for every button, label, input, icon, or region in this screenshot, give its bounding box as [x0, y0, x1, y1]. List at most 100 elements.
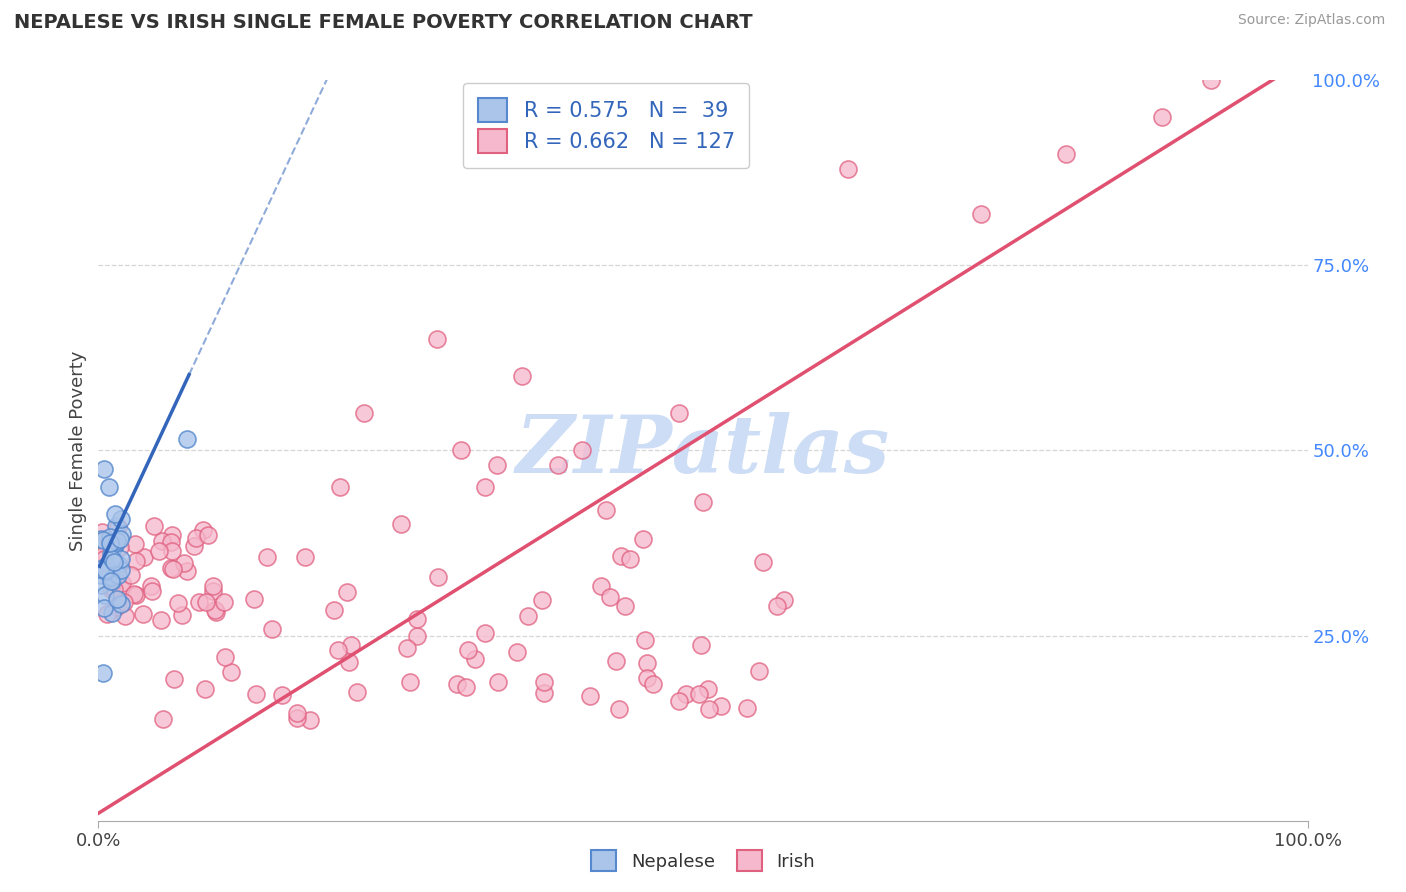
Point	[91, 665, 114, 680]
Point	[110, 597, 132, 611]
Point	[260, 622, 283, 636]
Point	[530, 593, 553, 607]
Point	[111, 526, 134, 541]
Point	[173, 556, 195, 570]
Point	[1054, 147, 1077, 161]
Point	[474, 625, 496, 640]
Point	[93, 462, 115, 476]
Point	[108, 533, 131, 547]
Point	[589, 579, 612, 593]
Point	[101, 574, 124, 588]
Point	[110, 582, 132, 597]
Point	[446, 676, 468, 690]
Point	[710, 699, 733, 714]
Point	[457, 643, 479, 657]
Point	[970, 206, 993, 220]
Point	[110, 576, 132, 591]
Point	[506, 645, 529, 659]
Point	[326, 643, 349, 657]
Point	[160, 527, 183, 541]
Point	[837, 162, 859, 177]
Point	[605, 654, 627, 668]
Point	[614, 599, 637, 613]
Point	[162, 543, 184, 558]
Point	[245, 687, 267, 701]
Point	[96, 564, 118, 578]
Point	[193, 524, 215, 538]
Point	[323, 603, 346, 617]
Point	[150, 613, 173, 627]
Point	[340, 638, 363, 652]
Point	[547, 458, 569, 473]
Point	[389, 517, 412, 532]
Legend: Nepalese, Irish: Nepalese, Irish	[583, 843, 823, 879]
Point	[141, 579, 163, 593]
Point	[94, 559, 117, 574]
Point	[619, 551, 641, 566]
Point	[93, 552, 115, 566]
Point	[270, 688, 292, 702]
Point	[329, 480, 352, 494]
Point	[675, 687, 697, 701]
Point	[599, 590, 621, 604]
Point	[1152, 111, 1174, 125]
Point	[219, 665, 242, 679]
Point	[103, 582, 125, 597]
Point	[406, 629, 429, 643]
Point	[486, 674, 509, 689]
Point	[143, 518, 166, 533]
Point	[634, 632, 657, 647]
Point	[148, 543, 170, 558]
Point	[100, 574, 122, 589]
Point	[346, 685, 368, 699]
Point	[643, 677, 665, 691]
Point	[186, 531, 208, 545]
Point	[141, 583, 163, 598]
Point	[202, 579, 225, 593]
Point	[100, 552, 122, 566]
Point	[100, 582, 122, 596]
Point	[188, 595, 211, 609]
Point	[298, 713, 321, 727]
Point	[636, 671, 658, 685]
Point	[748, 665, 770, 679]
Point	[103, 541, 125, 555]
Point	[696, 681, 718, 696]
Point	[105, 591, 128, 606]
Point	[103, 555, 125, 569]
Point	[595, 502, 617, 516]
Point	[96, 539, 118, 553]
Point	[337, 655, 360, 669]
Point	[105, 519, 128, 533]
Point	[110, 512, 132, 526]
Point	[159, 535, 181, 549]
Point	[90, 578, 112, 592]
Point	[398, 675, 420, 690]
Point	[204, 605, 226, 619]
Point	[204, 602, 226, 616]
Point	[474, 480, 496, 494]
Point	[426, 332, 449, 346]
Point	[112, 594, 135, 608]
Point	[456, 680, 478, 694]
Point	[464, 652, 486, 666]
Point	[692, 495, 714, 509]
Point	[93, 588, 115, 602]
Point	[125, 554, 148, 568]
Point	[107, 520, 129, 534]
Point	[124, 536, 146, 550]
Point	[194, 595, 217, 609]
Point	[104, 508, 127, 522]
Point	[100, 535, 122, 549]
Point	[202, 583, 225, 598]
Point	[668, 407, 690, 421]
Point	[93, 600, 115, 615]
Point	[91, 524, 114, 539]
Point	[170, 607, 193, 622]
Point	[631, 533, 654, 547]
Legend: R = 0.575   N =  39, R = 0.662   N = 127: R = 0.575 N = 39, R = 0.662 N = 127	[463, 83, 749, 168]
Text: NEPALESE VS IRISH SINGLE FEMALE POVERTY CORRELATION CHART: NEPALESE VS IRISH SINGLE FEMALE POVERTY …	[14, 13, 752, 32]
Point	[98, 568, 121, 582]
Point	[486, 458, 509, 473]
Point	[214, 650, 236, 665]
